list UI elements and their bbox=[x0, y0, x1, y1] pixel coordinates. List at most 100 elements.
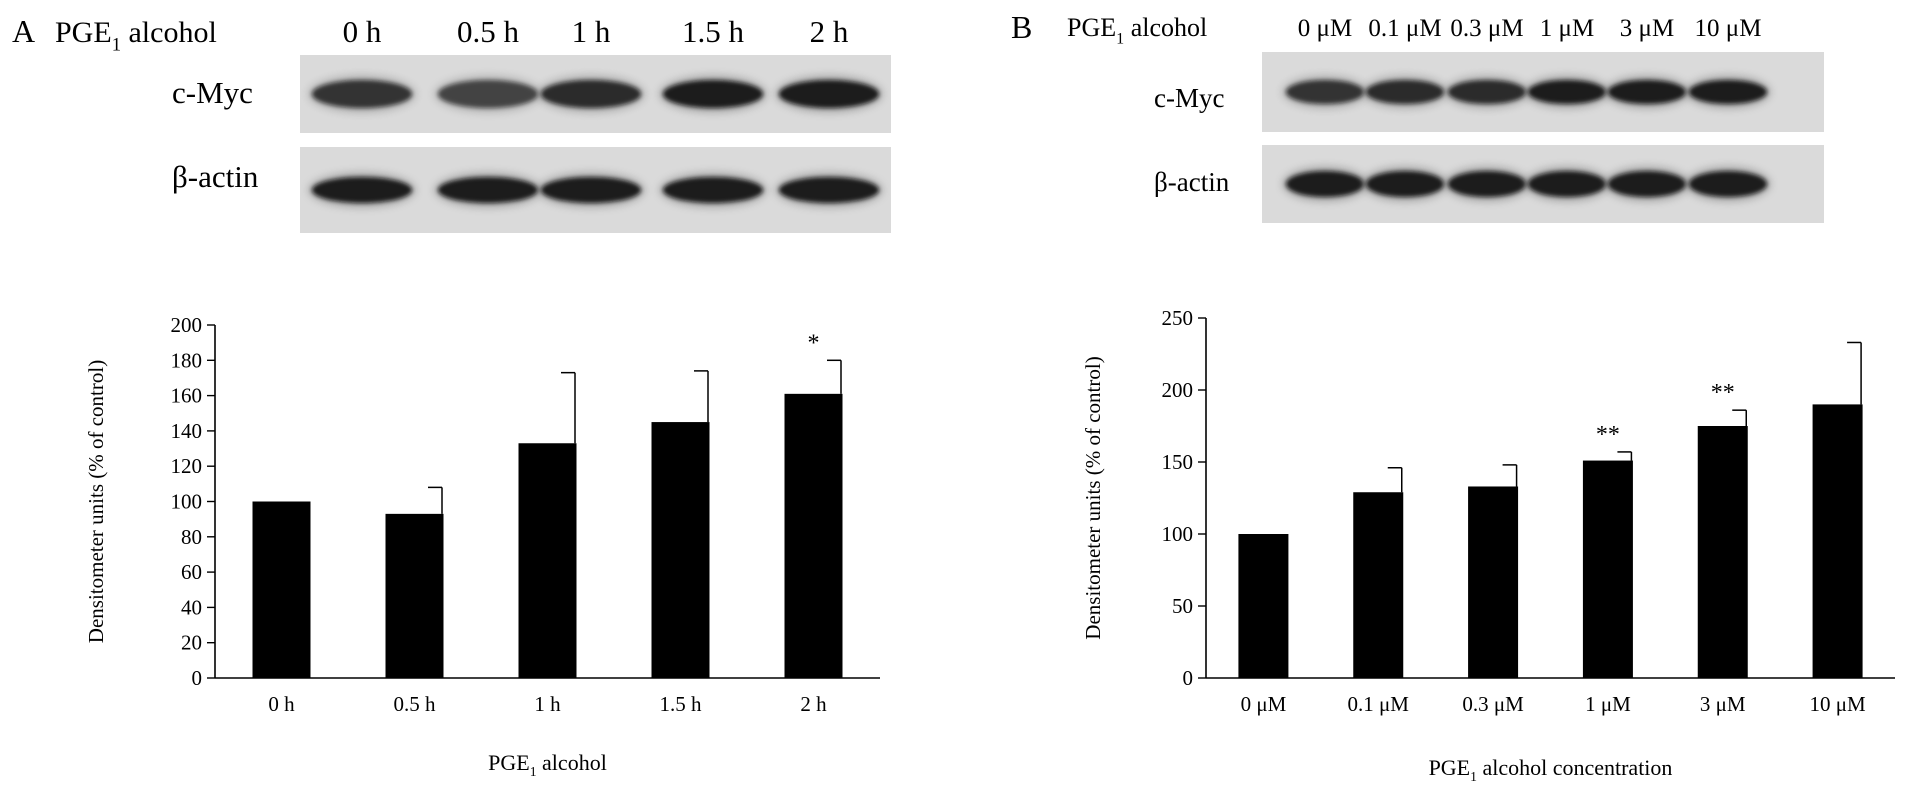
y-tick-label: 160 bbox=[171, 384, 203, 408]
blot-band bbox=[1366, 80, 1444, 104]
blot-band bbox=[1608, 171, 1686, 197]
y-tick-label: 120 bbox=[171, 454, 203, 478]
y-tick-label: 250 bbox=[1162, 306, 1194, 330]
label-main: PGE bbox=[1429, 755, 1471, 780]
blot-band bbox=[541, 177, 641, 203]
treatment-label: PGE1 alcohol bbox=[1067, 13, 1207, 47]
blot-row-label: c-Myc bbox=[172, 75, 253, 110]
label-suffix: alcohol bbox=[537, 750, 607, 775]
x-axis-label: PGE1 alcohol concentration bbox=[1429, 755, 1673, 784]
bar bbox=[784, 393, 843, 678]
bar bbox=[1582, 460, 1633, 678]
y-tick-label: 100 bbox=[1162, 522, 1194, 546]
lane-label: 0 μM bbox=[1298, 15, 1352, 42]
blot-band bbox=[312, 177, 412, 203]
blot-band bbox=[1366, 171, 1444, 197]
blot-band bbox=[438, 80, 538, 108]
blot-band bbox=[1528, 171, 1606, 197]
bar bbox=[1353, 492, 1404, 678]
blot-band bbox=[779, 177, 879, 203]
y-tick-label: 140 bbox=[171, 419, 203, 443]
y-tick-label: 20 bbox=[181, 631, 202, 655]
blot-band bbox=[541, 80, 641, 108]
x-tick-label: 10 μM bbox=[1809, 692, 1866, 716]
y-tick-label: 60 bbox=[181, 560, 202, 584]
x-tick-label: 0 h bbox=[268, 692, 295, 716]
label-subscript: 1 bbox=[530, 764, 537, 779]
x-tick-label: 1 μM bbox=[1585, 692, 1631, 716]
blot-band bbox=[1448, 171, 1526, 197]
blot-band bbox=[1286, 80, 1364, 104]
lane-label: 3 μM bbox=[1620, 15, 1674, 42]
significance-marker: ** bbox=[1711, 380, 1735, 406]
bar bbox=[1812, 404, 1863, 678]
y-tick-label: 80 bbox=[181, 525, 202, 549]
blot-band bbox=[663, 177, 763, 203]
x-tick-label: 1.5 h bbox=[660, 692, 703, 716]
significance-marker: ** bbox=[1596, 422, 1620, 448]
y-axis-label: Densitometer units (% of control) bbox=[1081, 356, 1105, 639]
bar-chart: 0 50 100 150 200 250 0 μM 0.1 μM 0.3 μM ** 1 μM ** 3… bbox=[1081, 306, 1895, 784]
blot-band bbox=[438, 177, 538, 203]
panel-label: A bbox=[12, 13, 35, 49]
x-axis-label: PGE1 alcohol bbox=[488, 750, 607, 779]
bar bbox=[252, 501, 311, 678]
label-main: PGE bbox=[55, 16, 112, 49]
blot-beta-actin bbox=[1262, 145, 1824, 223]
blot-c-myc bbox=[300, 55, 891, 133]
label-suffix: alcohol bbox=[121, 16, 217, 49]
x-tick-label: 0.1 μM bbox=[1348, 692, 1410, 716]
y-axis-label: Densitometer units (% of control) bbox=[84, 360, 108, 643]
label-subscript: 1 bbox=[1116, 30, 1124, 47]
y-tick-label: 40 bbox=[181, 595, 202, 619]
label-subscript: 1 bbox=[1470, 769, 1477, 784]
y-tick-label: 180 bbox=[171, 348, 203, 372]
bar-chart: 0 20 40 60 80 100 120 140 160 180 200 0 h 0.5 h 1 h 1.… bbox=[84, 313, 880, 779]
significance-marker: * bbox=[808, 330, 820, 356]
bar bbox=[1468, 486, 1519, 678]
blot-band bbox=[1689, 80, 1767, 104]
y-tick-label: 150 bbox=[1162, 450, 1194, 474]
lane-label: 0 h bbox=[343, 14, 382, 49]
blot-band bbox=[1528, 80, 1606, 104]
lane-label: 1 h bbox=[572, 14, 611, 49]
blot-row-label: β-actin bbox=[172, 159, 259, 194]
lane-label: 0.5 h bbox=[457, 14, 520, 49]
bar bbox=[1238, 534, 1289, 678]
treatment-label: PGE1 alcohol bbox=[55, 16, 217, 55]
blot-band bbox=[1286, 171, 1364, 197]
label-suffix: alcohol bbox=[1124, 13, 1207, 42]
x-tick-label: 0 μM bbox=[1241, 692, 1287, 716]
y-tick-label: 200 bbox=[171, 313, 203, 337]
panel-b: B PGE1 alcohol 0 μM 0.1 μM 0.3 μM 1 μM 3 μM 10 … bbox=[1011, 9, 1895, 784]
x-tick-label: 0.5 h bbox=[394, 692, 437, 716]
label-subscript: 1 bbox=[112, 34, 121, 55]
bar bbox=[518, 443, 577, 678]
blot-c-myc bbox=[1262, 52, 1824, 132]
blot-band bbox=[312, 80, 412, 108]
label-main: PGE bbox=[488, 750, 530, 775]
y-tick-label: 50 bbox=[1172, 594, 1193, 618]
lane-label: 0.1 μM bbox=[1368, 15, 1441, 42]
bar bbox=[385, 513, 444, 678]
x-tick-label: 1 h bbox=[534, 692, 561, 716]
lane-label: 10 μM bbox=[1695, 15, 1762, 42]
lane-label: 1.5 h bbox=[682, 14, 745, 49]
blot-row-label: β-actin bbox=[1154, 167, 1230, 197]
x-tick-label: 3 μM bbox=[1700, 692, 1746, 716]
blot-band bbox=[1448, 80, 1526, 104]
label-main: PGE bbox=[1067, 13, 1116, 42]
y-tick-label: 0 bbox=[192, 666, 203, 690]
bar bbox=[1697, 426, 1748, 678]
lane-label: 0.3 μM bbox=[1450, 15, 1523, 42]
bar bbox=[651, 422, 710, 678]
blot-band bbox=[663, 80, 763, 108]
y-tick-label: 200 bbox=[1162, 378, 1194, 402]
lane-label: 2 h bbox=[810, 14, 849, 49]
panel-label: B bbox=[1011, 9, 1032, 45]
lane-label: 1 μM bbox=[1540, 15, 1594, 42]
label-suffix: alcohol concentration bbox=[1477, 755, 1672, 780]
blot-row-label: c-Myc bbox=[1154, 83, 1224, 113]
